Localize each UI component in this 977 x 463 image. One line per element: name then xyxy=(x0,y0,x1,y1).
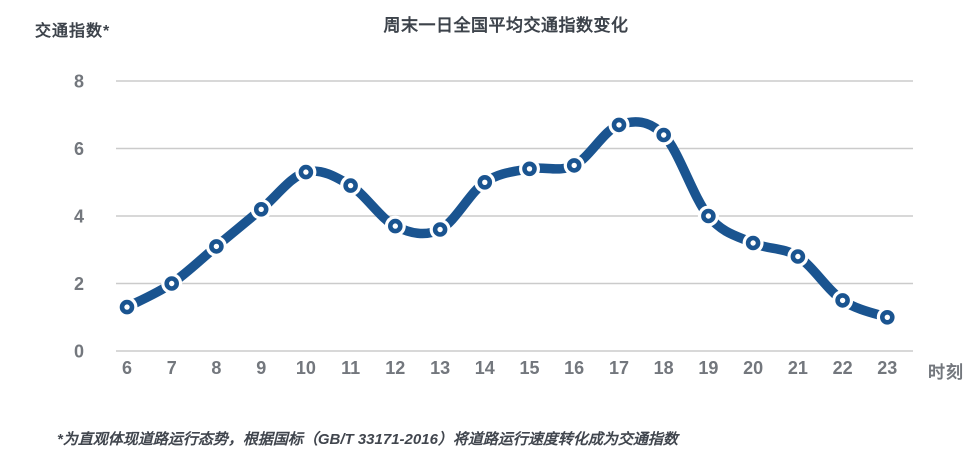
data-point-marker-halo xyxy=(876,306,898,328)
data-point-marker-halo xyxy=(653,124,675,146)
x-tick-label: 9 xyxy=(256,358,266,378)
y-tick-label: 0 xyxy=(74,342,84,362)
y-tick-label: 6 xyxy=(74,139,84,159)
data-point-marker xyxy=(119,299,135,315)
data-point-marker xyxy=(164,276,179,291)
data-series-line xyxy=(122,117,893,323)
x-tick-label: 16 xyxy=(564,358,584,378)
y-tick-label: 8 xyxy=(74,72,84,92)
data-point-marker xyxy=(387,218,403,234)
data-point-marker xyxy=(656,127,672,143)
data-point-marker-halo xyxy=(787,246,809,267)
data-point-marker-halo xyxy=(474,171,496,193)
x-tick-label: 23 xyxy=(877,358,897,378)
data-point-marker-halo xyxy=(742,232,764,254)
data-point-marker xyxy=(566,158,582,173)
data-point-marker xyxy=(209,239,224,254)
data-point-marker-halo xyxy=(832,289,854,311)
data-point-marker-halo xyxy=(519,158,540,180)
data-point-marker xyxy=(879,309,895,325)
y-tick-label: 4 xyxy=(74,207,84,227)
data-point-marker xyxy=(701,208,716,224)
data-point-marker-halo xyxy=(295,161,317,183)
data-point-marker-halo xyxy=(384,215,406,237)
data-point-marker-halo xyxy=(608,114,630,136)
x-tick-label: 20 xyxy=(743,358,763,378)
data-point-marker-halo xyxy=(697,205,719,227)
x-tick-label: 6 xyxy=(122,358,132,378)
footnote: *为直观体现道路运行态势，根据国标（GB/T 33171-2016）将道路运行速… xyxy=(57,431,678,448)
chart-title: 周末一日全国平均交通指数变化 xyxy=(383,16,629,35)
x-tick-label: 7 xyxy=(167,358,177,378)
data-point-marker xyxy=(477,175,493,190)
data-point-marker-halo xyxy=(563,154,585,176)
data-point-marker xyxy=(745,235,761,251)
x-tick-label: 21 xyxy=(788,358,808,378)
data-point-marker xyxy=(790,249,806,264)
data-point-marker xyxy=(343,178,358,193)
data-point-marker xyxy=(611,117,627,133)
data-point-marker-halo xyxy=(340,175,362,197)
x-tick-label: 15 xyxy=(519,358,539,378)
data-point-marker xyxy=(522,161,537,177)
x-tick-label: 18 xyxy=(654,358,674,378)
x-tick-label: 17 xyxy=(609,358,629,378)
data-point-marker xyxy=(298,164,314,180)
data-point-marker-halo xyxy=(250,198,272,220)
x-tick-label: 10 xyxy=(296,358,316,378)
data-point-marker xyxy=(253,202,269,217)
y-axis-title: 交通指数* xyxy=(35,23,111,40)
data-point-marker xyxy=(835,293,850,308)
data-point-marker-halo xyxy=(429,219,451,240)
x-tick-label: 14 xyxy=(475,358,495,378)
x-tick-label: 19 xyxy=(698,358,718,378)
x-tick-label: 22 xyxy=(833,358,853,378)
data-point-marker-halo xyxy=(161,273,183,294)
data-point-marker-halo xyxy=(205,235,227,257)
y-tick-label: 2 xyxy=(74,274,84,294)
x-tick-label: 8 xyxy=(211,358,221,378)
x-tick-label: 11 xyxy=(341,358,360,378)
x-axis-title: 时刻 xyxy=(928,363,964,382)
data-point-marker xyxy=(432,222,448,237)
x-tick-label: 13 xyxy=(430,358,450,378)
x-tick-label: 12 xyxy=(385,358,405,378)
data-point-marker-halo xyxy=(116,296,138,318)
